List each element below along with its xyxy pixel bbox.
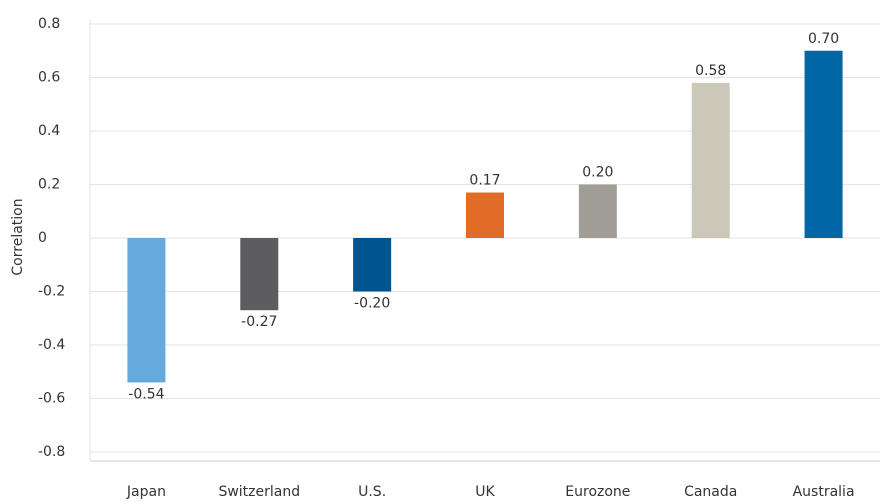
y-axis-label: Correlation (10, 198, 26, 275)
y-tick-label: 0 (38, 230, 47, 246)
y-tick-label: 0.2 (38, 177, 60, 193)
bar (353, 238, 392, 292)
data-label: 0.17 (469, 173, 500, 189)
x-tick-label: Eurozone (565, 484, 630, 500)
data-label: 0.20 (582, 165, 613, 181)
data-label: 0.70 (808, 31, 839, 47)
y-tick-label: 0.4 (38, 123, 60, 139)
bar (578, 184, 617, 238)
x-tick-label: Japan (126, 484, 166, 500)
bar (240, 238, 279, 311)
y-tick-label: -0.2 (38, 284, 65, 300)
x-tick-label: Canada (684, 484, 737, 500)
x-tick-label: U.S. (358, 484, 386, 500)
data-label: -0.27 (241, 314, 277, 330)
data-label: -0.54 (128, 386, 164, 402)
data-label: -0.20 (354, 296, 390, 312)
data-label: 0.58 (695, 63, 726, 79)
x-tick-label: UK (475, 484, 495, 500)
bar (466, 192, 504, 238)
x-tick-label: Switzerland (218, 484, 300, 500)
y-tick-label: 0.8 (38, 16, 60, 32)
bar (691, 82, 730, 238)
y-tick-label: -0.6 (38, 391, 65, 407)
x-tick-label: Australia (793, 484, 855, 500)
y-tick-label: -0.4 (38, 337, 65, 353)
y-tick-label: -0.8 (38, 444, 65, 460)
bar (804, 50, 843, 238)
y-tick-label: 0.6 (38, 70, 60, 86)
bar (127, 238, 166, 383)
